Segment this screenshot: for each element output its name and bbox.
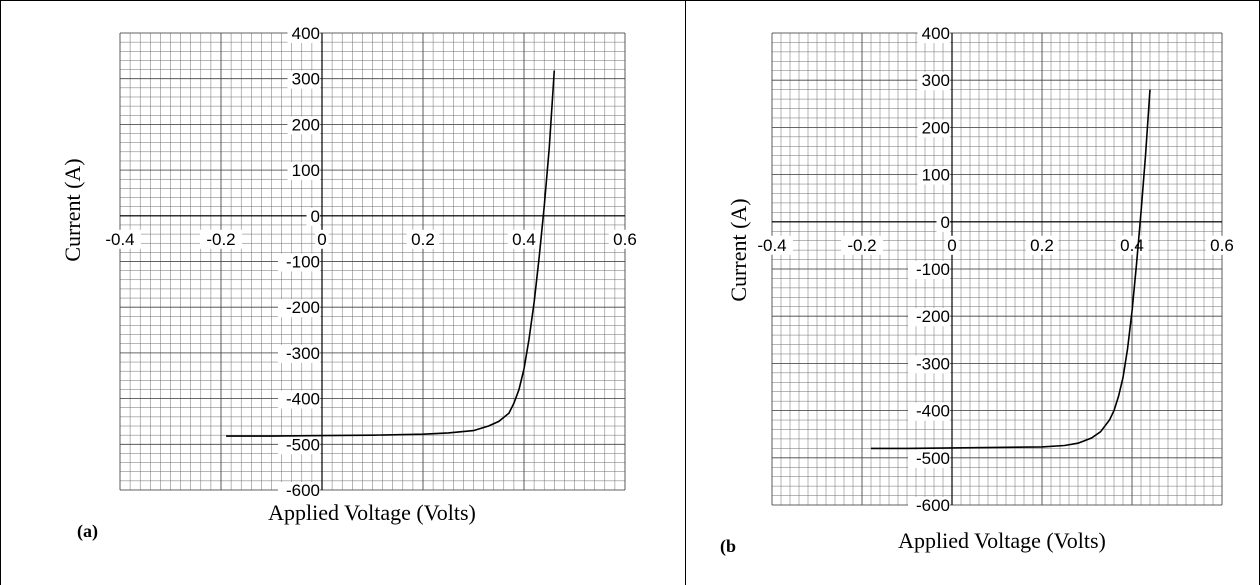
y-tick-label: 200 [922,118,950,137]
x-tick-bg [1205,235,1239,255]
y-tick-bg [278,299,320,318]
y-tick-label: -200 [916,307,950,326]
x-tick-label: -0.2 [206,230,235,249]
y-tick-label: -200 [286,298,320,317]
x-tick-bg [200,229,242,249]
x-tick-bg [507,229,541,249]
x-tick-label: 0.6 [613,230,637,249]
y-tick-label: 0 [941,213,950,232]
y-tick-label: -600 [286,481,320,500]
x-tick-label: -0.4 [105,230,134,249]
x-tick-bg [841,235,883,255]
x-axis-title: Applied Voltage (Volts) [898,528,1106,553]
y-tick-label: -400 [916,402,950,421]
y-tick-bg [917,166,950,185]
y-tick-bg [287,70,320,89]
panel-a-frame [0,0,685,585]
y-axis-title: Current (A) [726,198,751,301]
y-tick-bg [278,436,320,455]
series-line [871,89,1151,450]
y-tick-label: 300 [922,71,950,90]
y-tick-bg [908,449,950,468]
x-tick-label: -0.2 [847,236,876,255]
x-tick-bg [945,235,959,255]
x-tick-label: -0.4 [757,236,786,255]
y-tick-bg [287,162,320,181]
x-axis-title: Applied Voltage (Volts) [268,500,476,525]
y-tick-bg [917,72,950,91]
grid [119,32,626,491]
x-tick-label: 0 [947,236,956,255]
y-axis-title: Current (A) [60,158,85,261]
y-tick-label: 100 [922,166,950,185]
y-tick-bg [278,253,320,272]
y-tick-bg [917,119,950,138]
x-tick-label: 0 [317,230,326,249]
grid [771,32,1223,506]
y-tick-bg [278,344,320,363]
x-tick-bg [1115,235,1149,255]
x-tick-bg [99,229,141,249]
x-tick-label: 0.4 [1120,236,1144,255]
y-tick-bg [908,497,950,515]
x-tick-bg [608,229,642,249]
y-tick-bg [936,213,950,232]
y-tick-bg [908,261,950,279]
y-tick-bg [306,207,320,226]
x-tick-bg [406,229,440,249]
x-tick-label: 0.6 [1210,236,1234,255]
y-tick-label: 0 [311,207,320,226]
x-tick-bg [1025,235,1059,255]
y-tick-label: -300 [916,354,950,373]
y-tick-bg [908,402,950,421]
x-tick-label: 0.2 [1030,236,1054,255]
x-tick-label: 0.2 [411,230,435,249]
series-line [226,70,556,437]
y-tick-bg [278,482,320,500]
y-tick-label: 200 [292,115,320,134]
y-tick-label: 100 [292,161,320,180]
panel-label: (b [720,536,736,557]
y-tick-label: -300 [286,344,320,363]
y-tick-label: -100 [286,253,320,272]
chart-panel-a: 400 300 200 100 0 -100 -200 -300 -400 -500 -600 -0.… [60,24,642,542]
x-tick-bg [315,229,329,249]
x-tick-bg [751,235,793,255]
y-tick-label: 400 [922,24,950,43]
y-tick-label: -600 [916,496,950,515]
chart-panel-b: 400 300 200 100 0 -100 -200 -300 -400 -500 -600 -0.… [720,24,1239,557]
y-tick-label: 300 [292,70,320,89]
y-tick-bg [917,25,950,43]
y-tick-label: -500 [286,435,320,454]
y-tick-bg [908,355,950,374]
y-tick-bg [278,390,320,409]
panel-label: (a) [77,521,98,542]
y-tick-label: -400 [286,390,320,409]
panel-divider [685,566,686,585]
y-tick-bg [287,25,320,43]
y-tick-bg [287,116,320,135]
x-tick-label: 0.4 [512,230,536,249]
y-tick-bg [908,308,950,327]
y-tick-label: 400 [292,24,320,43]
y-tick-label: -500 [916,449,950,468]
y-tick-label: -100 [916,260,950,279]
